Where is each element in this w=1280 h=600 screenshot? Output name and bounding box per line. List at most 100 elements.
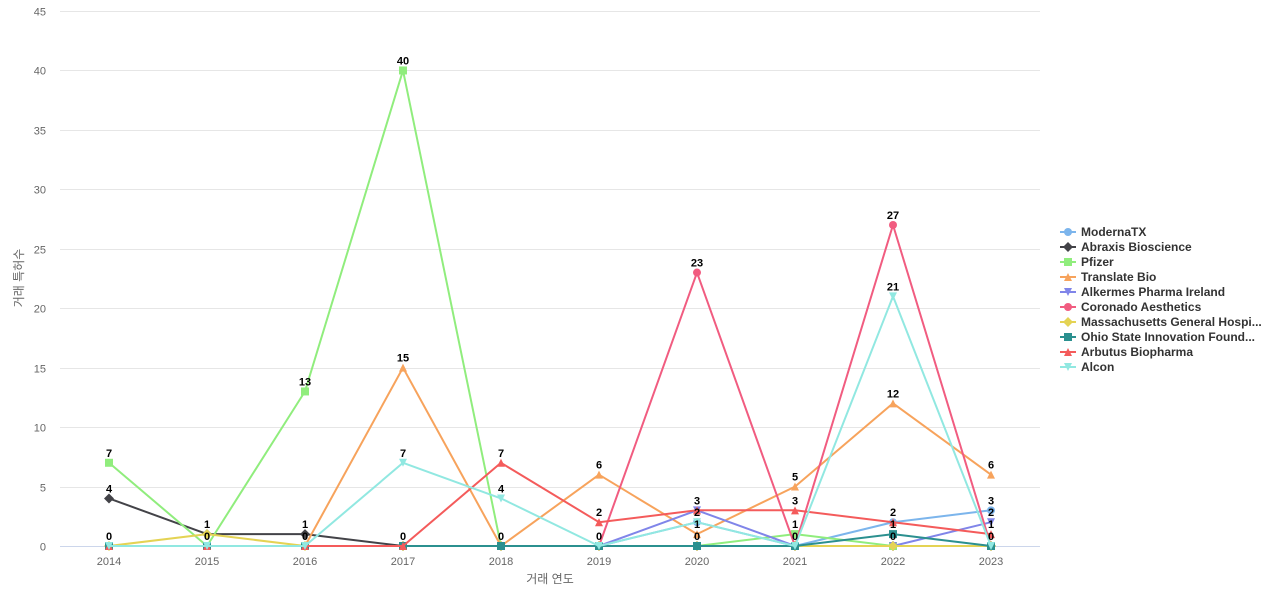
- legend-swatch-icon: [1060, 362, 1076, 371]
- data-point[interactable]: [300, 529, 310, 540]
- data-point[interactable]: [399, 363, 407, 372]
- data-point[interactable]: [105, 542, 113, 550]
- data-point[interactable]: [203, 542, 211, 550]
- data-point[interactable]: [987, 542, 995, 550]
- data-point[interactable]: [889, 292, 897, 301]
- data-label: 27: [887, 210, 899, 222]
- data-point[interactable]: [301, 387, 309, 396]
- data-point[interactable]: [693, 506, 701, 515]
- y-tick-label: 10: [34, 423, 46, 435]
- data-label: 2: [890, 507, 896, 519]
- series-line[interactable]: [108, 509, 992, 547]
- data-point[interactable]: [987, 506, 995, 515]
- legend-item[interactable]: Massachusetts General Hospi...: [1060, 314, 1262, 329]
- data-point[interactable]: [497, 542, 505, 550]
- legend-swatch-icon: [1060, 287, 1076, 296]
- legend-swatch-icon: [1060, 347, 1076, 356]
- x-tick-label: 2015: [195, 556, 219, 568]
- y-tick-label: 20: [34, 304, 46, 316]
- data-label: 3: [694, 495, 700, 507]
- data-point[interactable]: [693, 518, 701, 527]
- data-point[interactable]: [105, 458, 113, 467]
- data-point[interactable]: [791, 530, 799, 539]
- legend-swatch-icon: [1060, 257, 1076, 266]
- series-5: [105, 221, 995, 550]
- legend-swatch-icon: [1060, 332, 1076, 341]
- data-label: 0: [498, 531, 504, 543]
- data-label: 0: [596, 531, 602, 543]
- data-label: 3: [988, 495, 994, 507]
- y-axis-ticks: 0 5 10 15 20 25 30 35 40 45: [34, 7, 46, 554]
- data-label: 6: [988, 460, 994, 472]
- data-label: 0: [792, 531, 798, 543]
- data-label: 6: [596, 460, 602, 472]
- data-label: 4: [106, 483, 113, 495]
- data-label: 7: [400, 448, 406, 460]
- data-label: 7: [498, 448, 504, 460]
- x-tick-label: 2022: [881, 556, 905, 568]
- data-point[interactable]: [399, 66, 407, 75]
- data-point[interactable]: [987, 530, 995, 539]
- data-label: 1: [792, 519, 798, 531]
- data-point[interactable]: [399, 458, 407, 467]
- data-point[interactable]: [202, 529, 212, 540]
- series-line[interactable]: [108, 366, 992, 547]
- x-tick-label: 2017: [391, 556, 415, 568]
- data-point[interactable]: [104, 493, 114, 504]
- data-point[interactable]: [888, 541, 898, 551]
- series-line[interactable]: [108, 533, 992, 547]
- grid-lines: [60, 11, 1040, 547]
- data-point[interactable]: [987, 518, 995, 527]
- data-point[interactable]: [497, 494, 505, 503]
- data-point[interactable]: [595, 518, 603, 527]
- legend-item[interactable]: Pfizer: [1060, 254, 1262, 269]
- data-point[interactable]: [595, 542, 603, 550]
- data-label: 21: [887, 281, 899, 293]
- legend-item[interactable]: Ohio State Innovation Found...: [1060, 329, 1262, 344]
- data-point[interactable]: [301, 542, 309, 550]
- data-point[interactable]: [693, 268, 701, 277]
- legend-item[interactable]: Arbutus Biopharma: [1060, 344, 1262, 359]
- data-label: 7: [106, 448, 112, 460]
- data-label: 13: [299, 376, 311, 388]
- legend-item[interactable]: ModernaTX: [1060, 224, 1262, 239]
- legend-item[interactable]: Translate Bio: [1060, 269, 1262, 284]
- data-point[interactable]: [889, 518, 897, 527]
- x-tick-label: 2023: [979, 556, 1003, 568]
- data-label: 1: [988, 519, 994, 531]
- y-tick-label: 15: [34, 364, 46, 376]
- data-point[interactable]: [791, 542, 799, 550]
- legend-item[interactable]: Alkermes Pharma Ireland: [1060, 284, 1262, 299]
- data-point[interactable]: [595, 470, 603, 479]
- data-point[interactable]: [987, 470, 995, 479]
- data-label: 1: [694, 519, 700, 531]
- data-label: 1: [890, 519, 896, 531]
- data-point[interactable]: [497, 458, 505, 467]
- series-9: [105, 292, 995, 550]
- data-label: 0: [204, 531, 210, 543]
- data-point[interactable]: [889, 399, 897, 408]
- series-line[interactable]: [108, 509, 992, 547]
- series-6: [104, 529, 996, 551]
- data-point[interactable]: [791, 506, 799, 515]
- legend-label: Pfizer: [1081, 254, 1114, 269]
- x-tick-label: 2021: [783, 556, 807, 568]
- legend-item[interactable]: Alcon: [1060, 359, 1262, 374]
- legend-item[interactable]: Abraxis Bioscience: [1060, 239, 1262, 254]
- data-point[interactable]: [889, 221, 897, 229]
- series-line[interactable]: [108, 533, 992, 547]
- legend-item[interactable]: Coronado Aesthetics: [1060, 299, 1262, 314]
- x-tick-label: 2018: [489, 556, 513, 568]
- data-point[interactable]: [693, 542, 701, 550]
- series-line[interactable]: [108, 295, 992, 547]
- y-axis-title: 거래 특허수: [12, 249, 26, 308]
- y-tick-label: 0: [40, 542, 46, 554]
- data-point[interactable]: [399, 542, 407, 550]
- data-point[interactable]: [693, 530, 701, 539]
- chart-legend: ModernaTX Abraxis Bioscience Pfizer Transla…: [1060, 224, 1262, 374]
- data-point[interactable]: [889, 530, 897, 539]
- legend-swatch-icon: [1060, 241, 1076, 252]
- data-point[interactable]: [791, 482, 799, 491]
- x-axis-ticks: 2014 2015 2016 2017 2018 2019 2020 2021 2022 2023: [97, 556, 1003, 568]
- series-7: [105, 530, 995, 550]
